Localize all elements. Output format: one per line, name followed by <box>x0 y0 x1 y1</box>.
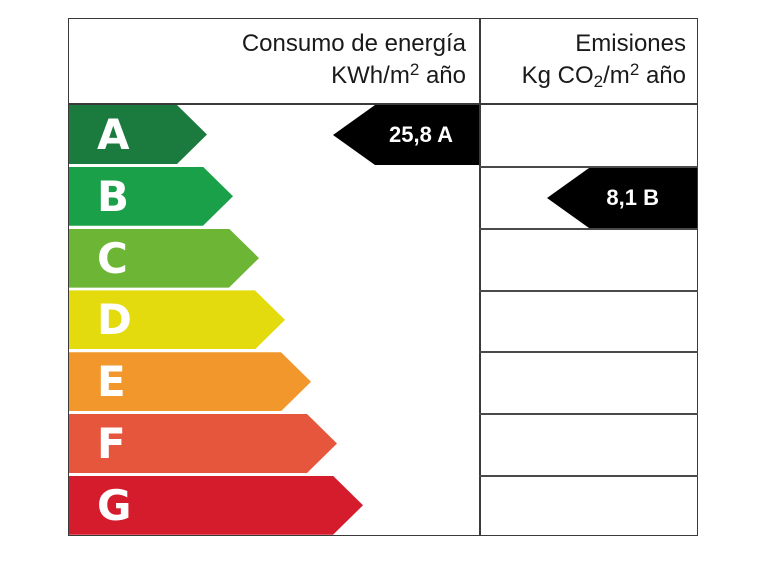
energy-class-band-f: F <box>69 414 337 473</box>
energy-rating-marker: 25,8 A <box>333 105 479 165</box>
emission-row-divider <box>479 351 698 353</box>
energy-label-frame <box>68 18 698 536</box>
energy-class-letter: F <box>97 419 127 468</box>
energy-class-band-b: B <box>69 166 233 226</box>
energy-class-letter: G <box>97 480 133 530</box>
energy-class-band-e: E <box>69 352 311 412</box>
emission-row-divider <box>479 475 698 477</box>
energy-class-letter: C <box>97 233 129 283</box>
emissions-unit: Kg CO2/m2 año <box>521 60 686 91</box>
emission-row-divider <box>479 413 698 415</box>
column-divider <box>479 18 481 536</box>
energy-class-band-c: C <box>69 228 259 288</box>
energy-consumption-unit: KWh/m2 año <box>331 60 466 89</box>
header-divider <box>68 103 698 105</box>
emission-row-divider <box>479 290 698 292</box>
emissions-header: Emisiones Kg CO2/m2 año <box>522 28 686 92</box>
emissions-title: Emisiones <box>575 30 686 57</box>
energy-consumption-header: Consumo de energía KWh/m2 año <box>242 28 466 92</box>
emission-row-divider <box>479 166 698 168</box>
energy-consumption-title: Consumo de energía <box>241 30 466 57</box>
energy-class-band-d: D <box>69 290 285 350</box>
energy-class-letter: D <box>97 295 133 345</box>
energy-class-band-g: G <box>69 475 363 535</box>
energy-class-band-a: A <box>69 105 207 164</box>
energy-class-letter: A <box>97 110 131 159</box>
energy-class-letter: E <box>97 357 127 407</box>
emission-row-divider <box>479 228 698 230</box>
energy-class-letter: B <box>97 171 131 221</box>
